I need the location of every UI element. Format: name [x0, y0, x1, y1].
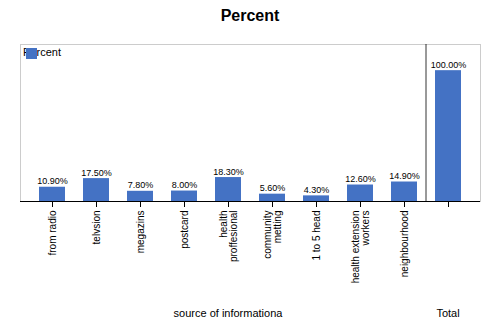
- svg-text:8.00%: 8.00%: [172, 180, 198, 190]
- svg-text:14.90%: 14.90%: [389, 171, 420, 181]
- svg-text:5.60%: 5.60%: [260, 183, 286, 193]
- svg-text:18.30%: 18.30%: [213, 167, 244, 177]
- svg-text:Percent: Percent: [23, 45, 61, 58]
- svg-text:12.60%: 12.60%: [345, 174, 376, 184]
- svg-text:telvsion: telvsion: [91, 211, 102, 245]
- svg-text:17.50%: 17.50%: [81, 168, 112, 178]
- svg-text:neighbourhood: neighbourhood: [399, 211, 410, 278]
- svg-text:Total: Total: [436, 307, 459, 319]
- svg-text:source of informationa: source of informationa: [174, 307, 284, 319]
- svg-text:100.00%: 100.00%: [431, 60, 467, 70]
- svg-text:4.30%: 4.30%: [304, 185, 330, 195]
- svg-text:10.90%: 10.90%: [37, 176, 68, 186]
- svg-text:1 to 5 head: 1 to 5 head: [311, 211, 322, 261]
- html-text:Percent: Percent: [220, 7, 280, 24]
- svg-text:postcard: postcard: [179, 211, 190, 249]
- svg-text:communitymetting: communitymetting: [262, 211, 283, 259]
- svg-text:health extensionworkers: health extensionworkers: [350, 211, 371, 284]
- svg-text:megazins: megazins: [135, 211, 146, 254]
- svg-text:healthproffesional: healthproffesional: [218, 211, 239, 263]
- svg-text:7.80%: 7.80%: [128, 180, 154, 190]
- svg-text:from radio: from radio: [47, 210, 58, 255]
